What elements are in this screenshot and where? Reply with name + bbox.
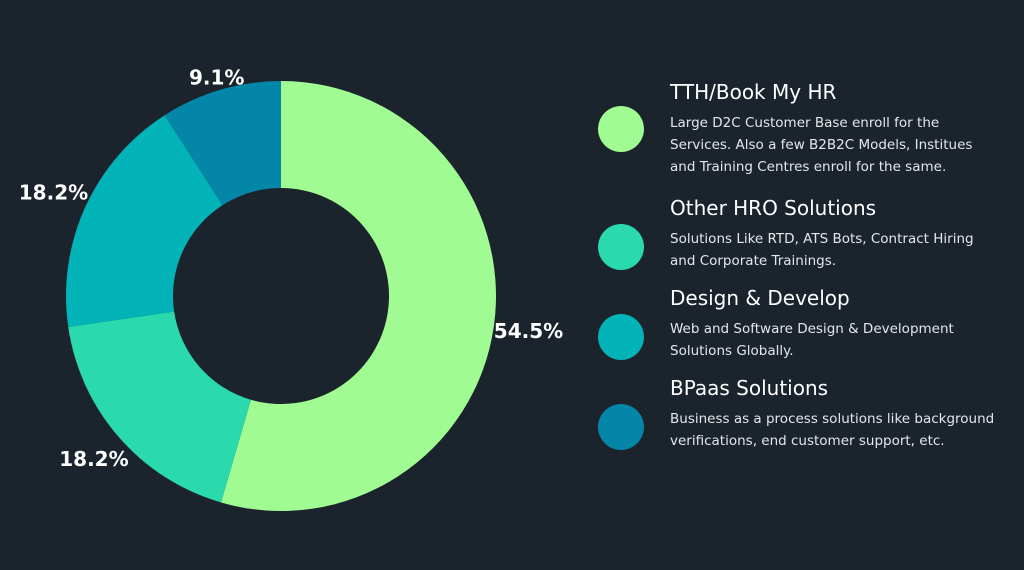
- legend-item-hro: Other HRO Solutions Solutions Like RTD, …: [598, 194, 1008, 272]
- donut-labels: 54.5% 18.2% 18.2% 9.1%: [19, 65, 563, 471]
- slice-label-hro: 18.2%: [59, 447, 128, 471]
- legend-desc-hro: Solutions Like RTD, ATS Bots, Contract H…: [670, 231, 974, 269]
- legend-item-tth: TTH/Book My HR Large D2C Customer Base e…: [598, 78, 1008, 178]
- legend-item-bpaas: BPaas Solutions Business as a process so…: [598, 374, 1008, 452]
- slice-label-tth: 54.5%: [494, 319, 563, 343]
- slice-bpaas: [164, 81, 281, 206]
- legend-title-design: Design & Develop: [670, 286, 850, 310]
- legend-swatch-hro: [598, 224, 644, 270]
- legend-swatch-bpaas: [598, 404, 644, 450]
- legend: TTH/Book My HR Large D2C Customer Base e…: [598, 78, 1008, 452]
- legend-desc-design: Web and Software Design & Development So…: [670, 321, 954, 359]
- legend-swatch-tth: [598, 106, 644, 152]
- slice-label-design: 18.2%: [19, 180, 88, 204]
- slice-tth: [221, 81, 497, 512]
- legend-item-design: Design & Develop Web and Software Design…: [598, 284, 1008, 362]
- donut-chart: 54.5% 18.2% 18.2% 9.1%: [19, 65, 563, 512]
- slice-hro: [68, 311, 251, 503]
- legend-title-hro: Other HRO Solutions: [670, 196, 877, 220]
- donut-slices: [66, 81, 497, 512]
- legend-title-tth: TTH/Book My HR: [670, 80, 837, 104]
- legend-swatch-design: [598, 314, 644, 360]
- slice-label-bpaas: 9.1%: [189, 65, 244, 89]
- legend-desc-bpaas: Business as a process solutions like bac…: [670, 411, 995, 449]
- legend-title-bpaas: BPaas Solutions: [670, 376, 829, 400]
- slice-design: [66, 115, 223, 327]
- legend-desc-tth: Large D2C Customer Base enroll for the S…: [670, 115, 973, 175]
